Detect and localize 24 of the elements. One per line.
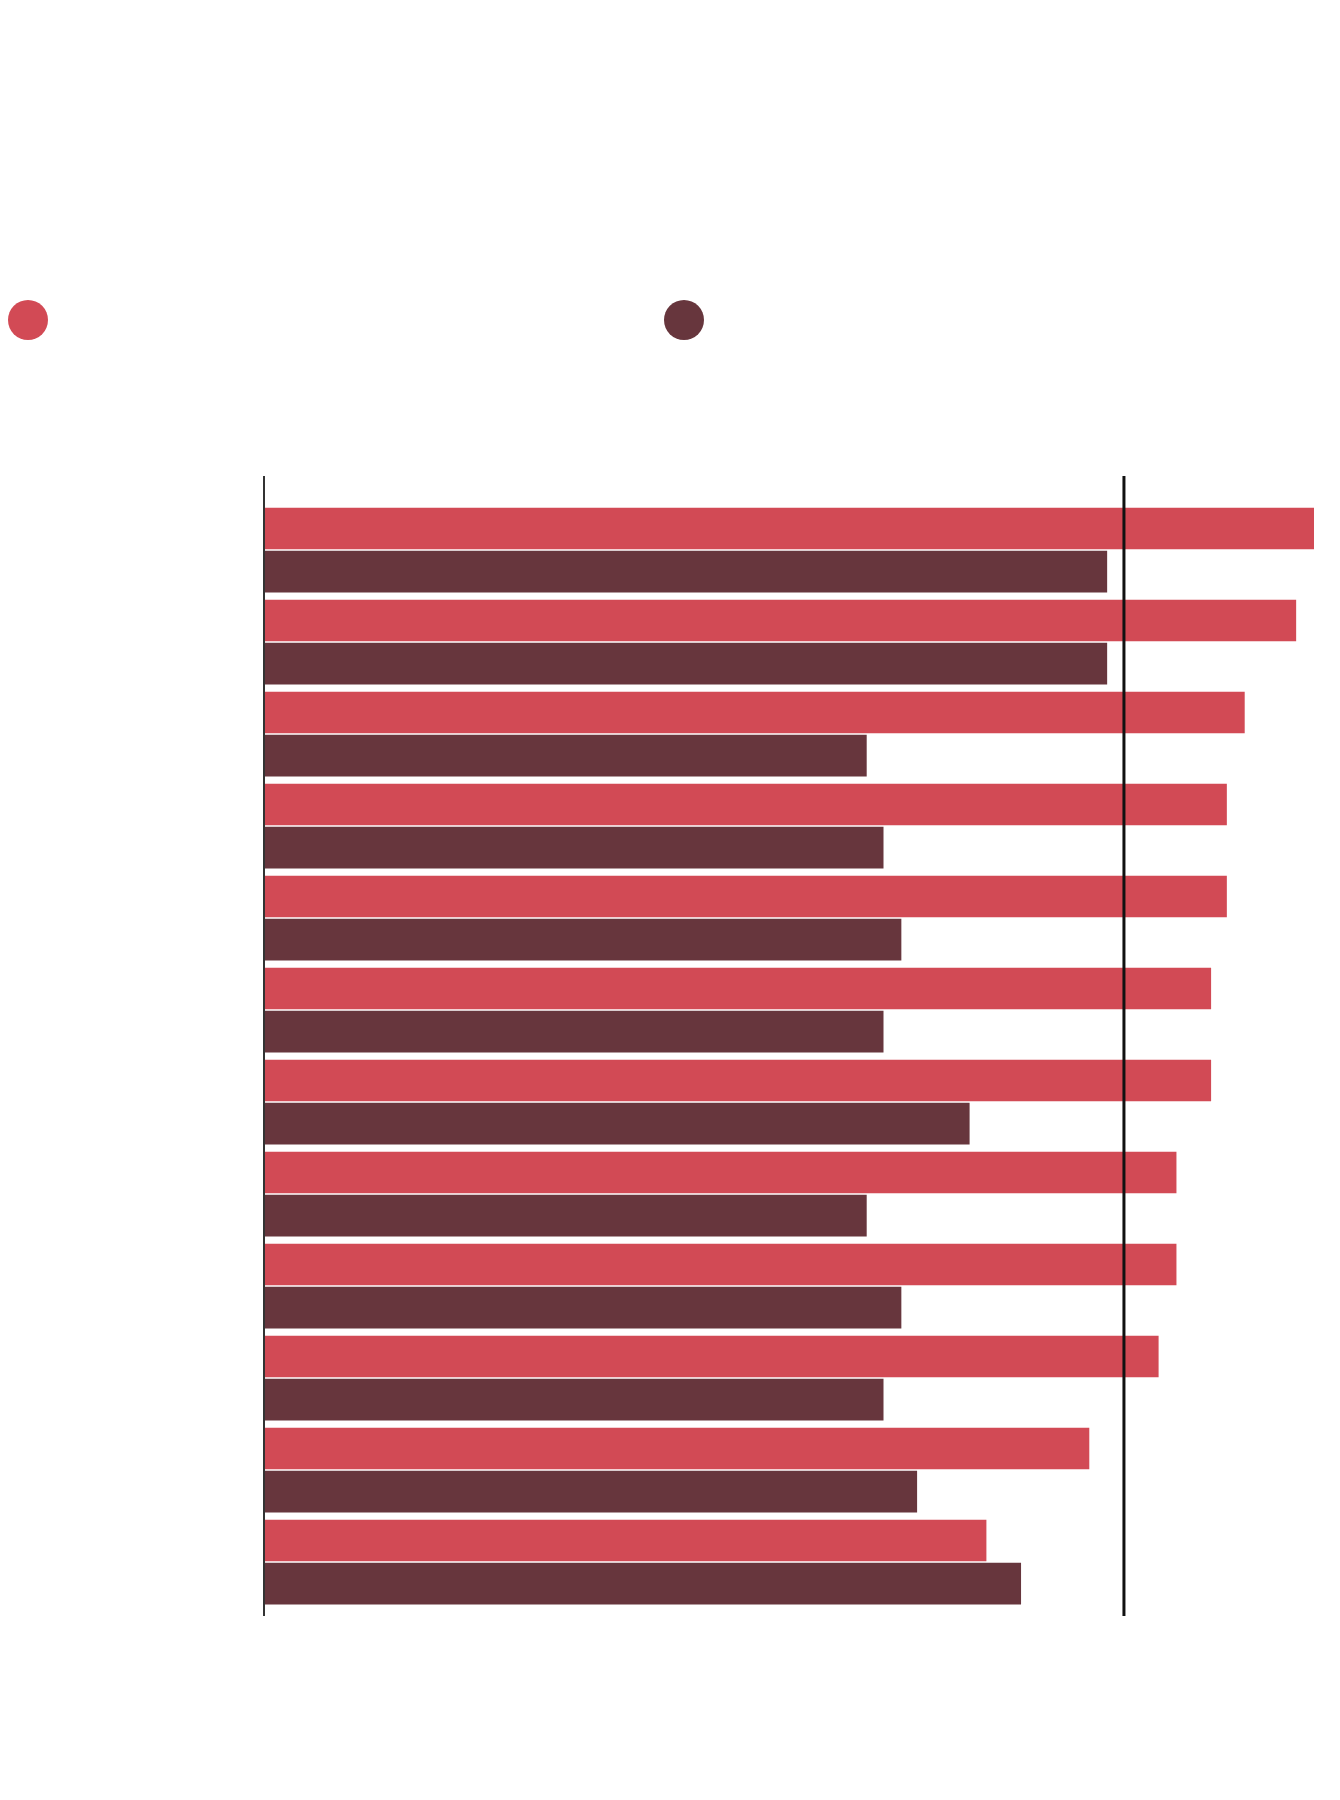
bar <box>264 875 1227 918</box>
bar <box>264 550 1108 593</box>
bar <box>264 1427 1090 1470</box>
bar <box>264 599 1297 642</box>
bar <box>264 1059 1212 1102</box>
bar <box>264 1562 1022 1605</box>
bar <box>264 1470 918 1513</box>
bar <box>264 1102 970 1145</box>
bar <box>264 507 1314 550</box>
bar <box>264 1286 902 1329</box>
bar <box>264 1519 987 1562</box>
bar <box>264 642 1108 685</box>
bar <box>264 1151 1177 1194</box>
bar <box>264 1378 884 1421</box>
bar <box>264 734 867 777</box>
bar <box>264 1243 1177 1286</box>
bar <box>264 826 884 869</box>
bar <box>264 967 1212 1010</box>
bar <box>264 1335 1159 1378</box>
bar <box>264 1010 884 1053</box>
bar <box>264 1194 867 1237</box>
bar <box>264 918 902 961</box>
bar <box>264 783 1227 826</box>
bar <box>264 691 1245 734</box>
